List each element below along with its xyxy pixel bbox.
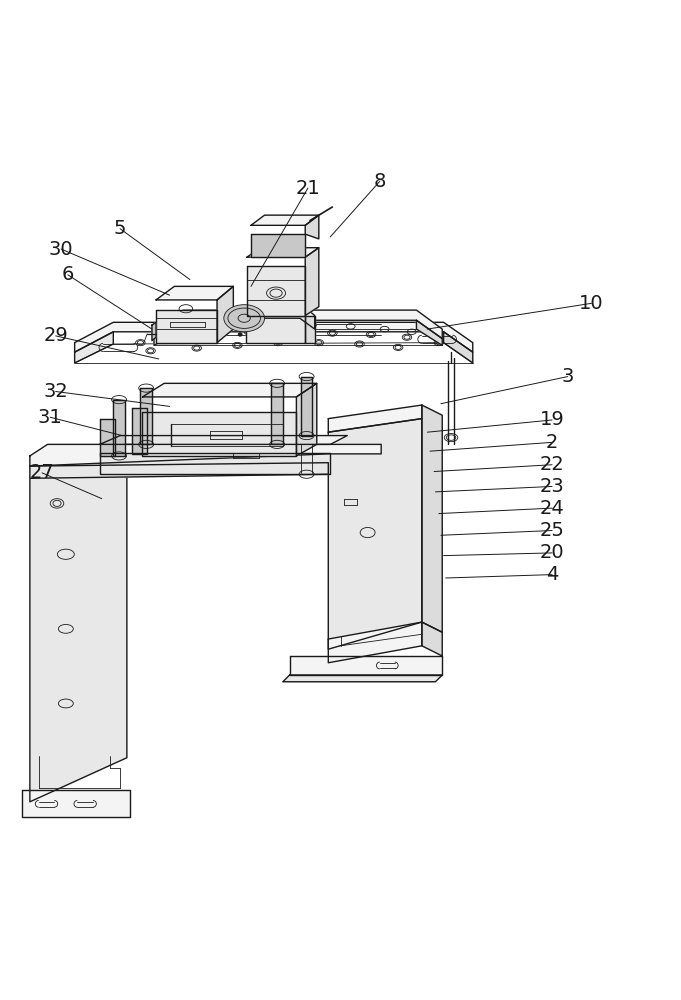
Polygon shape <box>30 456 127 802</box>
Text: 19: 19 <box>540 410 565 429</box>
Polygon shape <box>328 405 422 432</box>
Ellipse shape <box>238 333 242 336</box>
Text: 32: 32 <box>44 382 68 401</box>
Polygon shape <box>296 383 317 456</box>
Polygon shape <box>113 400 125 456</box>
Text: 2: 2 <box>546 433 558 452</box>
Text: 22: 22 <box>540 455 565 474</box>
Text: 3: 3 <box>562 367 574 386</box>
Polygon shape <box>251 215 319 225</box>
Text: 23: 23 <box>540 477 565 496</box>
Polygon shape <box>305 215 319 239</box>
Polygon shape <box>328 419 422 649</box>
Polygon shape <box>131 408 147 454</box>
Polygon shape <box>305 316 315 343</box>
Text: 24: 24 <box>540 499 565 518</box>
Polygon shape <box>301 377 312 436</box>
Polygon shape <box>217 286 234 343</box>
Polygon shape <box>422 405 442 632</box>
Polygon shape <box>22 790 130 817</box>
Polygon shape <box>271 383 283 444</box>
Polygon shape <box>156 310 217 343</box>
Ellipse shape <box>262 333 266 336</box>
Text: 20: 20 <box>540 543 565 562</box>
Polygon shape <box>283 675 442 682</box>
Polygon shape <box>443 332 473 363</box>
Polygon shape <box>75 322 473 352</box>
Polygon shape <box>154 310 442 339</box>
Polygon shape <box>289 656 442 675</box>
Text: 31: 31 <box>38 408 63 427</box>
Polygon shape <box>246 316 305 343</box>
Polygon shape <box>154 320 183 345</box>
Text: 30: 30 <box>49 240 74 259</box>
Text: 4: 4 <box>546 565 558 584</box>
Polygon shape <box>99 453 330 474</box>
Polygon shape <box>142 412 296 456</box>
Polygon shape <box>328 622 422 663</box>
Text: 10: 10 <box>579 294 604 313</box>
Text: 5: 5 <box>114 219 127 238</box>
Ellipse shape <box>251 333 255 336</box>
Text: 21: 21 <box>296 179 320 198</box>
Polygon shape <box>30 442 127 469</box>
Text: 27: 27 <box>30 463 54 482</box>
Polygon shape <box>142 383 317 397</box>
Polygon shape <box>152 322 156 341</box>
Polygon shape <box>251 234 305 257</box>
Polygon shape <box>422 622 442 656</box>
Text: 6: 6 <box>62 265 74 284</box>
Polygon shape <box>156 286 234 300</box>
Polygon shape <box>75 332 113 363</box>
Polygon shape <box>239 303 315 329</box>
Polygon shape <box>417 320 442 345</box>
Text: 8: 8 <box>374 172 386 191</box>
Polygon shape <box>247 248 319 257</box>
Ellipse shape <box>224 305 264 332</box>
Polygon shape <box>30 463 328 478</box>
Polygon shape <box>247 266 305 316</box>
Polygon shape <box>140 388 152 444</box>
Polygon shape <box>30 444 381 466</box>
Polygon shape <box>305 248 319 316</box>
Polygon shape <box>99 419 115 456</box>
Text: 29: 29 <box>44 326 68 345</box>
Text: 25: 25 <box>539 521 565 540</box>
Polygon shape <box>99 436 347 444</box>
